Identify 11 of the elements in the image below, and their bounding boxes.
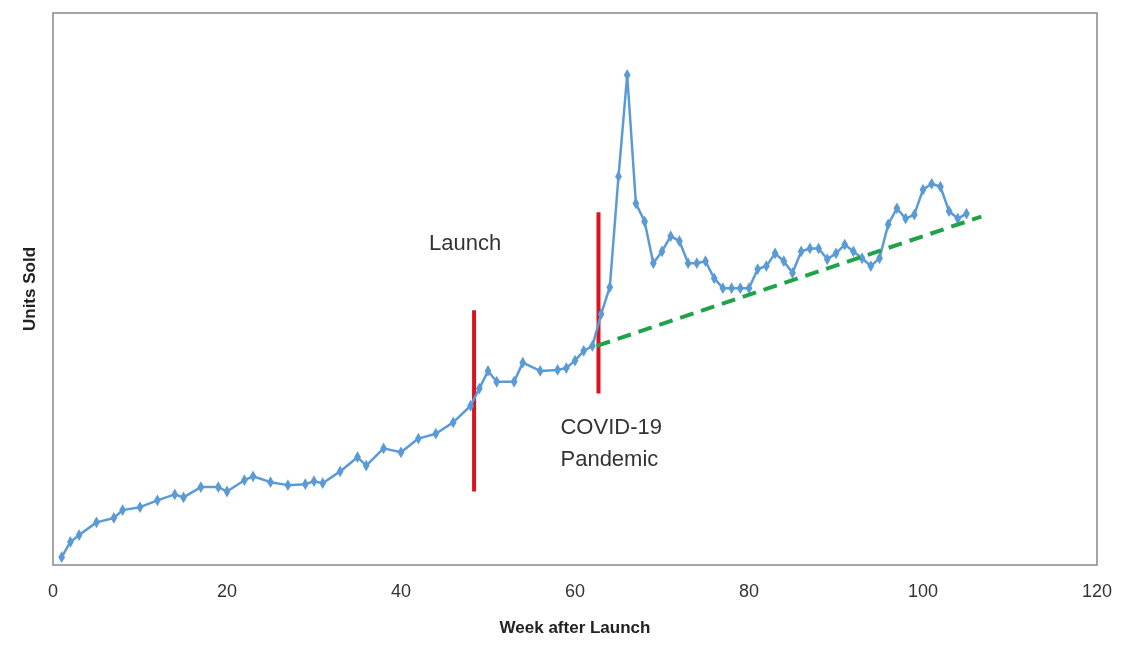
y-axis-title: Units Sold (20, 246, 39, 332)
x-tick-label: 100 (907, 581, 939, 601)
x-tick-label: 120 (1081, 581, 1113, 601)
ref-line-label: COVID-19 Pandemic (560, 413, 662, 471)
ref-line-label: Launch (429, 230, 502, 256)
x-tick-label: 0 (47, 581, 59, 601)
x-axis-title: Week after Launch (499, 618, 651, 637)
x-tick-label: 40 (390, 581, 412, 601)
x-tick-label: 60 (564, 581, 586, 601)
x-tick-label: 20 (216, 581, 238, 601)
x-tick-label: 80 (738, 581, 760, 601)
